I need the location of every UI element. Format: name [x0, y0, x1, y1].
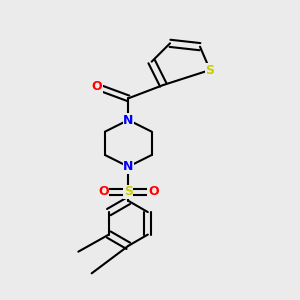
Text: S: S [124, 185, 133, 198]
Text: S: S [206, 64, 214, 76]
Text: O: O [98, 185, 109, 198]
Text: O: O [92, 80, 102, 93]
Text: O: O [148, 185, 159, 198]
Text: N: N [123, 113, 134, 127]
Text: N: N [123, 160, 134, 173]
